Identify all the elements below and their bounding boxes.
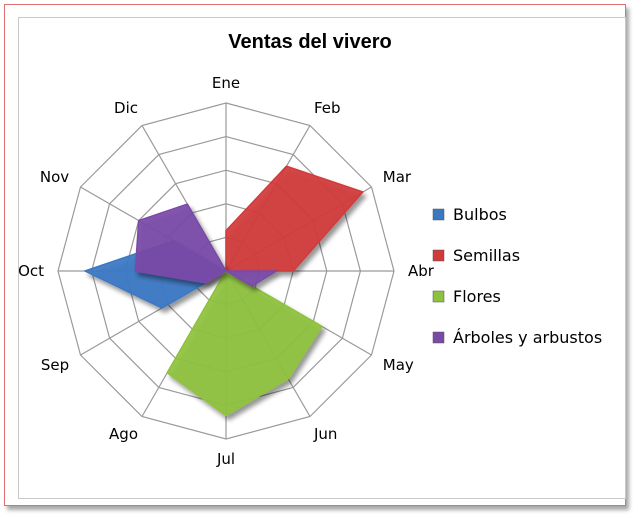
series-area-2 xyxy=(225,165,364,272)
legend: Bulbos Semillas Flores Árboles y arbustos xyxy=(432,205,602,347)
category-label: Nov xyxy=(40,168,69,186)
category-label: Mar xyxy=(383,168,412,186)
legend-label: Árboles y arbustos xyxy=(453,328,602,347)
category-label: Dic xyxy=(114,99,138,117)
category-labels: Ene Feb Mar Abr May Jun Jul Ago Sep Oct Nov Dic xyxy=(18,74,435,468)
legend-label: Semillas xyxy=(453,246,520,265)
legend-label: Flores xyxy=(453,287,501,306)
category-label: Feb xyxy=(314,99,341,117)
legend-label: Bulbos xyxy=(453,205,507,224)
category-label: May xyxy=(383,356,414,374)
legend-swatch xyxy=(432,249,445,262)
chart-title: Ventas del vivero xyxy=(228,31,391,53)
series-layer xyxy=(84,165,364,417)
category-label: Ene xyxy=(212,74,240,92)
category-label: Oct xyxy=(18,262,44,280)
category-label: Abr xyxy=(408,262,435,280)
category-label: Jul xyxy=(216,450,235,468)
series-area-3 xyxy=(166,270,323,417)
chart-frame xyxy=(4,4,626,506)
legend-swatch xyxy=(432,208,445,221)
series-area-4 xyxy=(134,203,278,287)
category-label: Ago xyxy=(109,425,138,443)
chart-area xyxy=(18,17,626,499)
legend-swatch xyxy=(432,331,445,344)
category-label: Jun xyxy=(313,425,337,443)
legend-swatch xyxy=(432,290,445,303)
category-label: Sep xyxy=(41,356,69,374)
